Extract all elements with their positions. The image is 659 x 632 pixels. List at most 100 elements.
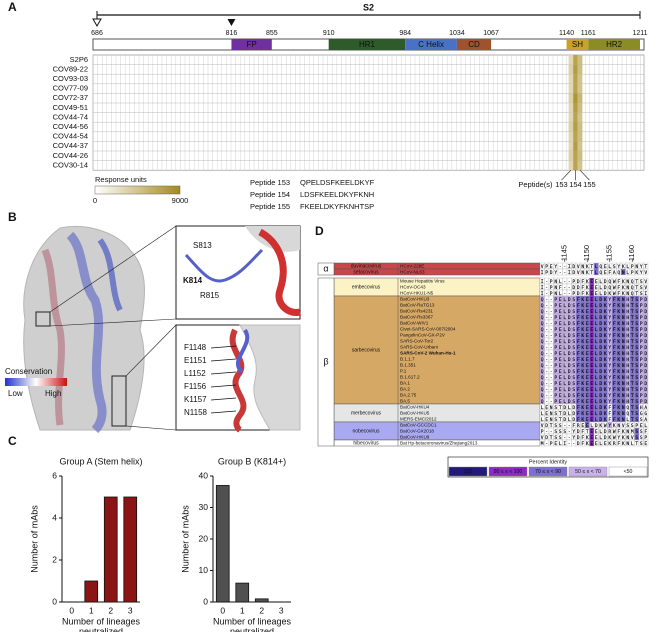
response-cell <box>568 131 574 142</box>
sequence: I-PNL--PDFKEELDKWFKNQTSI <box>541 291 648 297</box>
open-triangle <box>92 18 102 28</box>
conservation-title: Conservation <box>5 367 52 376</box>
position-tick-label: 1160 <box>627 245 636 261</box>
row-label: COV44-74 <box>53 112 88 121</box>
response-cell <box>568 141 574 151</box>
sequence: I-PNF--DDFKEELDQWFKNQTSV <box>541 285 648 291</box>
response-cell <box>577 83 583 94</box>
species-name: PangolinCoV-GX-P2V <box>400 333 446 338</box>
domain-tick-label: 816 <box>226 30 238 37</box>
domain-tick-label: 910 <box>323 30 335 37</box>
x-axis-label: Number of lineages <box>213 616 292 626</box>
peptide-label: Peptide 154 <box>250 190 290 199</box>
y-tick-label: 10 <box>199 565 209 575</box>
residue-label: R815 <box>200 291 220 300</box>
legend-label: 100 <box>464 469 473 475</box>
bar <box>235 582 250 603</box>
x-tick-label: 3 <box>128 605 133 615</box>
peptide-axis-label: Peptide(s) <box>518 180 553 189</box>
colorbar-max: 9000 <box>172 196 189 205</box>
sequence: Q--PELDSFKEELDKYFKNHTSPD <box>541 369 648 375</box>
species-name: HCoV-229E <box>400 264 424 269</box>
response-cell <box>577 103 583 113</box>
residue-label: E1151 <box>184 356 207 365</box>
peptide-tick <box>561 169 572 181</box>
peptide-label: Peptide 153 <box>250 178 290 187</box>
species-name: HCoV-HKU1-N5 <box>400 291 434 296</box>
domain-tick-label: 1161 <box>581 30 596 37</box>
sequence: Q--PELDSFKEELDKYFKNHTSPD <box>541 309 648 315</box>
bar <box>215 485 230 603</box>
response-cell <box>573 141 578 151</box>
response-cell <box>577 112 583 123</box>
bar <box>123 496 138 603</box>
row-label: COV44-54 <box>53 132 88 141</box>
species-name: BA.5 <box>400 399 410 404</box>
response-cell <box>577 55 583 65</box>
legend-swatch <box>568 466 608 477</box>
legend-label: <50 <box>624 469 633 475</box>
response-cell <box>577 64 583 75</box>
domain-tick-label: 1211 <box>632 30 647 37</box>
species-name: B.1.617.2 <box>400 375 420 380</box>
bar <box>103 496 118 603</box>
species-name: MERS-EMC/2012 <box>400 417 437 422</box>
response-cell <box>573 93 578 103</box>
colorbar-title: Response units <box>95 175 147 184</box>
y-tick-label: 0 <box>203 596 208 606</box>
residue-label: K814 <box>183 276 203 285</box>
residue-pointer <box>210 358 237 362</box>
species-name: Civet-SARS-CoV-007/2004 <box>400 327 456 332</box>
response-cell <box>577 74 583 84</box>
row-label: COV44-56 <box>53 122 88 131</box>
response-cell <box>568 103 574 113</box>
peptide-seq: LDSFKEELDKYFKNH <box>300 190 374 199</box>
domain-label: HR2 <box>606 40 623 49</box>
conservation-low: Low <box>8 389 23 398</box>
x-tick-label: 1 <box>240 605 245 615</box>
seq-cell <box>643 268 649 276</box>
peptide-number: 154 <box>569 180 582 189</box>
x-axis-label: Number of lineages <box>62 616 141 626</box>
x-tick-label: 0 <box>69 605 74 615</box>
legend-label: 70 ≤ x < 90 <box>535 469 561 475</box>
species-name: HCoV-OC43 <box>400 285 426 290</box>
legend-swatch <box>488 466 528 477</box>
species-name: SARS-CoV-Urbani <box>400 345 438 350</box>
legend-swatch <box>448 466 488 477</box>
sequence: Q--PELDSFKEELDKYFKNHTSPD <box>541 363 648 369</box>
response-cell <box>568 83 574 94</box>
residue-pointer <box>210 345 237 349</box>
y-tick-label: 40 <box>199 470 209 480</box>
peptide-number: 153 <box>555 180 568 189</box>
domain-label: CD <box>468 40 480 49</box>
response-cell <box>568 55 574 65</box>
residue-label: K1157 <box>184 395 207 404</box>
response-cell <box>573 151 578 161</box>
domain-label: FP <box>247 40 257 49</box>
species-name: BatCoV-HKU4 <box>400 405 430 410</box>
colorbar-min: 0 <box>93 196 97 205</box>
response-cell <box>573 122 578 132</box>
genus-cell <box>333 295 541 405</box>
species-name: HCoV-NL63 <box>400 270 425 275</box>
subfamily-label: β <box>323 356 328 366</box>
subfamily-cell <box>317 262 335 276</box>
bar <box>84 580 99 603</box>
sequence: Q--PELDSFKEELDKYFKNHTSPD <box>541 315 648 321</box>
row-label: COV93-03 <box>53 74 88 83</box>
subfamily-label: α <box>323 263 328 273</box>
sequence: Q--PELDSFKEELDKYFKNHTSPD <box>541 387 648 393</box>
sequence: Q--PELDSFKEELDKYFKNHTSPD <box>541 333 648 339</box>
row-label: COV30-14 <box>53 160 88 169</box>
peptide-seq: FKEELDKYFKNHTSP <box>300 202 374 211</box>
panel-label: B <box>8 210 17 224</box>
sequence: I-PNL--PDFKEELDQWFKNQTSV <box>541 279 648 285</box>
peptide-seq: QPELDSFKEELDKYF <box>300 178 375 187</box>
panel-label: D <box>315 224 324 238</box>
sequence: Q--PELDSFKEELDKYFKNHTSPD <box>541 399 648 405</box>
domain-tick-label: 855 <box>266 30 278 37</box>
response-cell <box>577 131 583 142</box>
y-tick-label: 2 <box>52 554 57 564</box>
residue-label: N1158 <box>184 408 208 417</box>
